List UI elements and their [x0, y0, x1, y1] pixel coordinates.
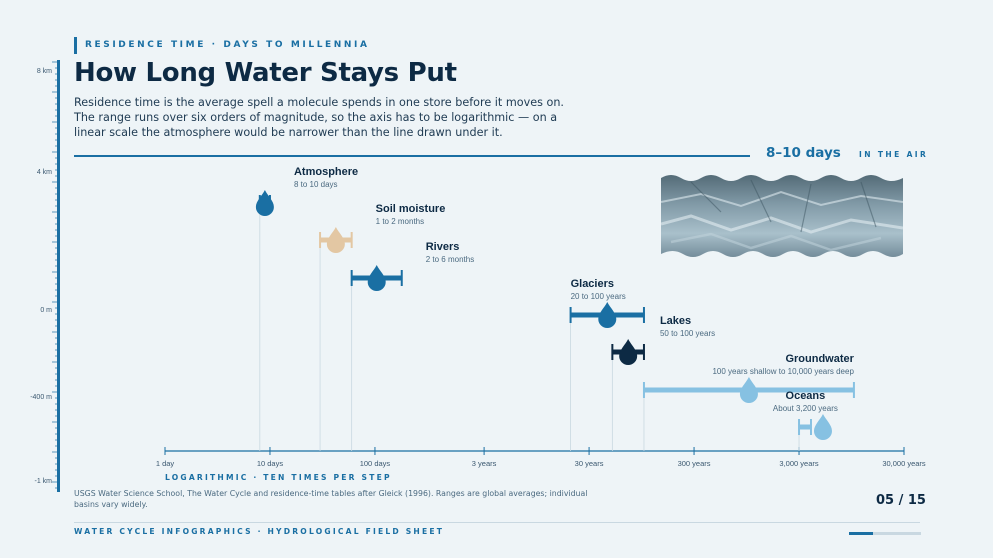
water-drop-icon	[255, 190, 274, 216]
source-note: USGS Water Science School, The Water Cyc…	[74, 489, 588, 509]
series-name-label: Soil moisture	[376, 203, 446, 215]
series-rivers: Rivers 2 to 6 months	[350, 241, 474, 451]
x-tick-label: 1 day	[156, 459, 175, 468]
series-atmosphere: Atmosphere 8 to 10 days	[255, 166, 358, 451]
axis-caption: LOGARITHMIC · TEN TIMES PER STEP	[165, 473, 392, 482]
highlight-value: 8–10 days	[766, 145, 841, 161]
series-groundwater: Groundwater 100 years shallow to 10,000 y…	[642, 353, 855, 451]
series-range-label: 2 to 6 months	[426, 255, 474, 264]
series-range-label: 1 to 2 months	[376, 217, 424, 226]
x-tick-label: 3,000 years	[779, 459, 818, 468]
page-title: How Long Water Stays Put	[74, 58, 457, 88]
x-tick-label: 30 years	[575, 459, 604, 468]
glacier-photo	[661, 175, 903, 257]
footer-divider	[74, 522, 920, 523]
water-drop-icon	[326, 227, 345, 253]
series-range-label: 100 years shallow to 10,000 years deep	[712, 367, 854, 376]
series-name-label: Glaciers	[571, 278, 614, 290]
highlight-label: IN THE AIR	[859, 150, 929, 159]
series-range-label: 20 to 100 years	[571, 292, 626, 301]
series-glaciers: Glaciers 20 to 100 years	[569, 278, 645, 451]
water-drop-icon	[739, 377, 758, 403]
series-name-label: Oceans	[786, 390, 826, 402]
header-divider	[74, 155, 750, 157]
water-drop-icon	[813, 414, 832, 440]
series-range-label: About 3,200 years	[773, 404, 838, 413]
progress-fill	[849, 532, 873, 535]
ruler-label-0m: 0 m	[40, 307, 52, 314]
x-tick-label: 100 days	[360, 459, 391, 468]
series-name-label: Rivers	[426, 241, 460, 253]
ruler-label-4km: 4 km	[37, 169, 52, 176]
progress-bar	[849, 532, 921, 535]
series-name-label: Groundwater	[785, 353, 854, 365]
ruler-label-minus1km: -1 km	[35, 478, 53, 485]
water-drop-icon	[598, 302, 617, 329]
ruler-label-minus400m: -400 m	[30, 394, 52, 401]
ruler-label-8km: 8 km	[37, 68, 52, 75]
x-tick-label: 3 years	[472, 459, 497, 468]
water-drop-icon	[367, 265, 386, 292]
page-number: 05 / 15	[876, 493, 926, 508]
series-name-label: Atmosphere	[294, 166, 358, 178]
ruler-ticks	[52, 61, 57, 489]
series-range-label: 50 to 100 years	[660, 329, 715, 338]
x-tick-label: 10 days	[257, 459, 284, 468]
x-tick-label: 30,000 years	[882, 459, 926, 468]
section-kicker: RESIDENCE TIME · DAYS TO MILLENNIA	[74, 37, 370, 54]
series-lakes: Lakes 50 to 100 years	[611, 315, 715, 451]
series-range-label: 8 to 10 days	[294, 180, 338, 189]
intro-paragraph: Residence time is the average spell a mo…	[74, 96, 564, 140]
series-oceans: Oceans About 3,200 years	[773, 390, 838, 451]
water-drop-icon	[619, 339, 638, 365]
series-soil-moisture: Soil moisture 1 to 2 months	[319, 203, 446, 451]
depth-ruler: 8 km 4 km 0 m -400 m -1 km	[30, 60, 60, 492]
x-tick-label: 300 years	[678, 459, 711, 468]
footer-text: WATER CYCLE INFOGRAPHICS · HYDROLOGICAL …	[74, 527, 445, 536]
series-name-label: Lakes	[660, 315, 691, 327]
